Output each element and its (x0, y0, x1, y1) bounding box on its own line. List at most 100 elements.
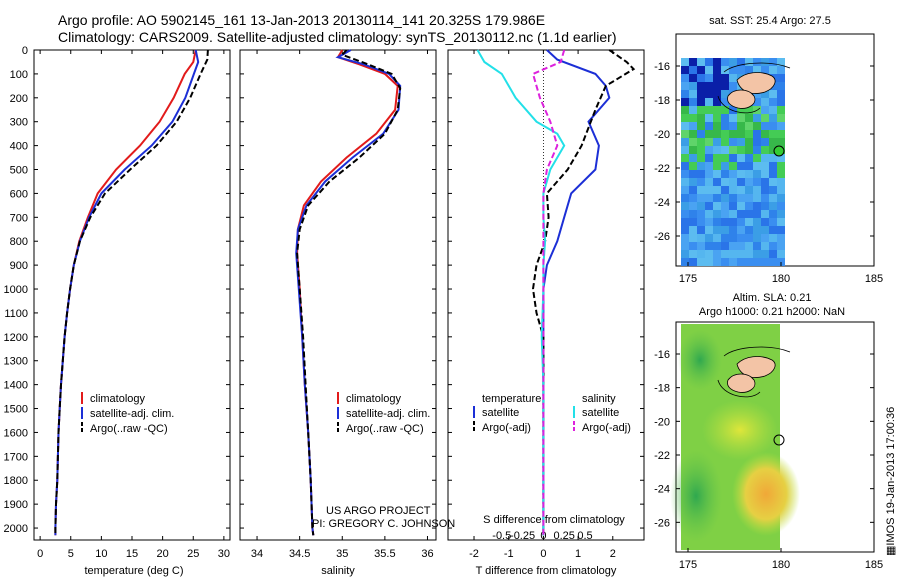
sst-cell (681, 250, 689, 258)
top-map: -16 -18 -20 -22 -24 -26 175 180 185 (654, 33, 883, 285)
difference-xlabel-top: S difference from climatology (483, 514, 625, 526)
sst-cell (681, 90, 689, 98)
sst-cell (737, 170, 745, 178)
sst-cell (721, 178, 729, 186)
sst-cell (705, 170, 713, 178)
sst-cell (697, 218, 705, 226)
sst-cell (721, 258, 729, 266)
sst-cell (777, 234, 785, 242)
sst-cell (713, 138, 721, 146)
sst-cell (753, 66, 761, 74)
sst-cell (745, 66, 753, 74)
sst-cell (753, 98, 761, 106)
sst-cell (737, 186, 745, 194)
sst-cell (737, 234, 745, 242)
sst-cell (737, 114, 745, 122)
sst-cell (689, 82, 697, 90)
sst-cell (729, 82, 737, 90)
sst-cell (761, 114, 769, 122)
sst-cell (689, 250, 697, 258)
sst-cell (777, 58, 785, 66)
sst-cell (705, 194, 713, 202)
map-x-tick-label: 180 (772, 273, 790, 285)
x-tick-label: 34.5 (289, 548, 310, 560)
x-tick-label-salinity: 0.25 (554, 530, 575, 542)
sst-cell (721, 194, 729, 202)
sst-cell (745, 234, 753, 242)
sst-cell (681, 218, 689, 226)
sst-cell (769, 122, 777, 130)
sst-cell (689, 106, 697, 114)
difference-legend-t-satellite: satellite (482, 407, 519, 419)
sst-cell (705, 162, 713, 170)
sst-cell (777, 162, 785, 170)
sst-cell (761, 242, 769, 250)
sst-cell (745, 210, 753, 218)
sst-cell (721, 186, 729, 194)
depth-tick-label: 2000 (4, 523, 28, 535)
sst-cell (713, 178, 721, 186)
map-y-tick-label: -16 (654, 61, 670, 73)
salinity-legend-satellite: satellite-adj. clim. (346, 408, 430, 420)
sst-cell (769, 66, 777, 74)
sst-cell (777, 178, 785, 186)
x-tick-label: 0 (37, 548, 43, 560)
x-tick-label: 0 (540, 548, 546, 560)
sst-cell (737, 202, 745, 210)
sst-cell (705, 242, 713, 250)
sst-cell (769, 242, 777, 250)
sst-cell (777, 130, 785, 138)
depth-tick-label: 1100 (4, 308, 28, 320)
sst-cell (737, 226, 745, 234)
sst-cell (769, 210, 777, 218)
depth-tick-label: 1200 (4, 332, 28, 344)
sst-cell (777, 122, 785, 130)
sst-cell (753, 90, 761, 98)
sst-cell (745, 202, 753, 210)
sst-cell (721, 114, 729, 122)
sst-cell (729, 250, 737, 258)
sst-cell (705, 186, 713, 194)
sst-cell (689, 202, 697, 210)
sst-cell (713, 90, 721, 98)
sst-cell (689, 66, 697, 74)
sst-cell (697, 226, 705, 234)
sst-cell (713, 122, 721, 130)
sst-cell (705, 218, 713, 226)
sst-cell (705, 114, 713, 122)
map-x-tick-label: 185 (865, 559, 883, 571)
sst-cell (689, 90, 697, 98)
salinity-panel-frame (239, 49, 437, 541)
sst-cell (713, 146, 721, 154)
sst-cell (681, 58, 689, 66)
depth-tick-label: 1900 (4, 499, 28, 511)
sst-cell (769, 98, 777, 106)
sst-cell (721, 226, 729, 234)
sst-cell (713, 58, 721, 66)
sst-cell (689, 162, 697, 170)
sst-cell (737, 154, 745, 162)
bottom-map-sla-low-1 (670, 450, 722, 542)
sst-cell (713, 186, 721, 194)
sst-cell (745, 226, 753, 234)
bottom-map-sla-high (732, 452, 800, 536)
x-tick-label: 15 (126, 548, 138, 560)
sst-cell (745, 170, 753, 178)
sst-cell (737, 138, 745, 146)
sst-cell (753, 202, 761, 210)
sst-cell (777, 170, 785, 178)
temperature-legend-climatology: climatology (90, 393, 146, 405)
sst-cell (753, 210, 761, 218)
map-y-tick-label: -18 (654, 95, 670, 107)
sst-cell (721, 210, 729, 218)
sst-cell (721, 138, 729, 146)
sst-cell (737, 146, 745, 154)
sst-cell (753, 154, 761, 162)
sst-cell (777, 186, 785, 194)
top-map-axes: -16 -18 -20 -22 -24 -26 175 180 185 (654, 61, 883, 285)
sst-cell (761, 218, 769, 226)
x-tick-label: 34 (251, 548, 263, 560)
x-tick-label: 5 (68, 548, 74, 560)
sst-cell (761, 66, 769, 74)
sst-cell (705, 106, 713, 114)
